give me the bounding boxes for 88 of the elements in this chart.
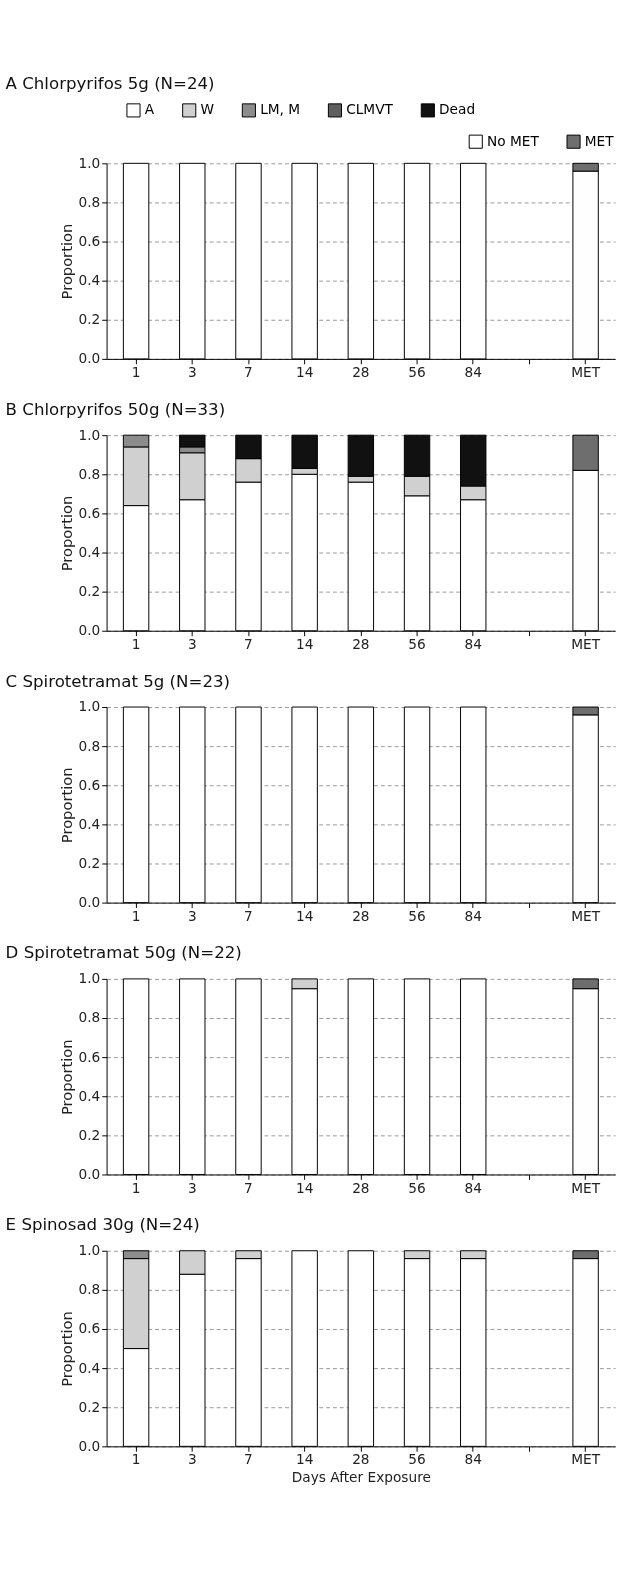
chart-title: E Spinosad 30g (N=24) bbox=[5, 1215, 200, 1235]
x-tick-label: 28 bbox=[352, 907, 370, 924]
x-tick-label: MET bbox=[571, 907, 601, 924]
y-tick-label: 0.6 bbox=[78, 1320, 101, 1337]
x-tick-label: 84 bbox=[464, 907, 482, 924]
y-tick-label: 0.8 bbox=[78, 465, 101, 482]
y-tick-label: 0.8 bbox=[78, 737, 101, 754]
x-tick-label: 56 bbox=[408, 363, 426, 380]
x-tick-label: 3 bbox=[187, 363, 197, 380]
x-tick-label: 14 bbox=[295, 635, 314, 652]
legend-label: W bbox=[200, 101, 215, 118]
y-tick-label: 0.4 bbox=[78, 272, 101, 289]
x-tick-label: 56 bbox=[408, 907, 426, 924]
y-tick-label: 0.6 bbox=[78, 504, 101, 521]
chart-title: D Spirotetramat 50g (N=22) bbox=[5, 943, 242, 963]
y-axis-title: Proportion bbox=[57, 495, 75, 572]
y-tick-label: 0.2 bbox=[78, 854, 101, 871]
x-tick-label: 28 bbox=[352, 1179, 370, 1196]
y-tick-label: 0.2 bbox=[78, 311, 101, 328]
y-axis-title: Proportion bbox=[57, 1039, 75, 1115]
x-tick-label: 7 bbox=[244, 363, 253, 380]
chart-title: A Chlorpyrifos 5g (N=24) bbox=[5, 73, 215, 93]
y-tick-label: 1.0 bbox=[78, 698, 101, 715]
y-tick-label: 0.6 bbox=[78, 776, 101, 793]
x-tick-label: 3 bbox=[187, 635, 197, 652]
y-tick-label: 1.0 bbox=[78, 970, 101, 987]
x-tick-label: 14 bbox=[295, 1451, 314, 1468]
legend-label: Dead bbox=[439, 101, 476, 118]
x-axis-title: Days After Exposure bbox=[291, 1469, 431, 1486]
legend-label: LM, M bbox=[260, 101, 301, 118]
x-tick-label: 14 bbox=[295, 907, 314, 924]
x-tick-label: 1 bbox=[131, 1179, 141, 1196]
x-tick-label: MET bbox=[571, 1451, 601, 1468]
y-tick-label: 1.0 bbox=[78, 426, 101, 443]
x-tick-label: 84 bbox=[464, 1451, 482, 1468]
y-tick-label: 1.0 bbox=[78, 1242, 101, 1259]
x-tick-label: 84 bbox=[464, 635, 482, 652]
y-tick-label: 0.6 bbox=[78, 232, 101, 249]
x-tick-label: MET bbox=[571, 635, 601, 652]
x-tick-label: 84 bbox=[464, 1179, 482, 1196]
legend-label: MET bbox=[584, 132, 615, 149]
legend-label: A bbox=[144, 101, 155, 118]
x-tick-label: 56 bbox=[408, 1451, 426, 1468]
x-tick-label: MET bbox=[571, 1179, 601, 1196]
x-tick-label: 56 bbox=[408, 1179, 426, 1196]
y-tick-label: 0.2 bbox=[78, 1398, 101, 1415]
x-tick-label: 3 bbox=[187, 1451, 197, 1468]
x-tick-label: 14 bbox=[295, 1179, 314, 1196]
y-tick-label: 0.2 bbox=[78, 583, 101, 600]
x-tick-label: 7 bbox=[244, 1451, 253, 1468]
x-tick-label: 28 bbox=[352, 635, 370, 652]
x-tick-label: 28 bbox=[352, 363, 370, 380]
y-axis-title: Proportion bbox=[57, 223, 75, 300]
legend-label: No MET bbox=[487, 132, 540, 149]
y-tick-label: 0.2 bbox=[78, 1126, 101, 1143]
y-tick-label: 1.0 bbox=[78, 154, 101, 171]
y-tick-label: 0.0 bbox=[78, 350, 101, 367]
y-axis-title: Proportion bbox=[57, 1311, 75, 1387]
y-tick-label: 0.0 bbox=[78, 1437, 101, 1454]
x-tick-label: 1 bbox=[131, 635, 141, 652]
y-tick-label: 0.0 bbox=[78, 894, 101, 911]
x-tick-label: 14 bbox=[295, 363, 314, 380]
y-tick-label: 0.0 bbox=[78, 622, 101, 639]
x-tick-label: 3 bbox=[187, 907, 197, 924]
chart-title: C Spirotetramat 5g (N=23) bbox=[5, 671, 231, 691]
y-tick-label: 0.4 bbox=[78, 1087, 101, 1104]
y-tick-label: 0.8 bbox=[78, 193, 101, 210]
y-tick-label: 0.6 bbox=[78, 1048, 101, 1065]
y-tick-label: 0.4 bbox=[78, 1359, 101, 1376]
x-tick-label: 3 bbox=[187, 1179, 197, 1196]
x-tick-label: 56 bbox=[408, 635, 426, 652]
x-tick-label: 84 bbox=[464, 363, 482, 380]
y-tick-label: 0.0 bbox=[78, 1165, 101, 1182]
x-tick-label: 28 bbox=[352, 1451, 370, 1468]
y-tick-label: 0.8 bbox=[78, 1281, 101, 1298]
legend-label: CLMVT bbox=[346, 101, 394, 118]
x-tick-label: MET bbox=[571, 363, 601, 380]
y-tick-label: 0.4 bbox=[78, 815, 101, 832]
x-tick-label: 1 bbox=[131, 363, 141, 380]
y-axis-title: Proportion bbox=[57, 767, 75, 844]
x-tick-label: 7 bbox=[244, 635, 253, 652]
y-tick-label: 0.8 bbox=[78, 1009, 101, 1026]
x-tick-label: 1 bbox=[131, 907, 141, 924]
y-tick-label: 0.4 bbox=[78, 543, 101, 560]
chart-title: B Chlorpyrifos 50g (N=33) bbox=[5, 399, 226, 419]
x-tick-label: 7 bbox=[244, 907, 253, 924]
x-tick-label: 7 bbox=[244, 1179, 253, 1196]
x-tick-label: 1 bbox=[131, 1451, 141, 1468]
